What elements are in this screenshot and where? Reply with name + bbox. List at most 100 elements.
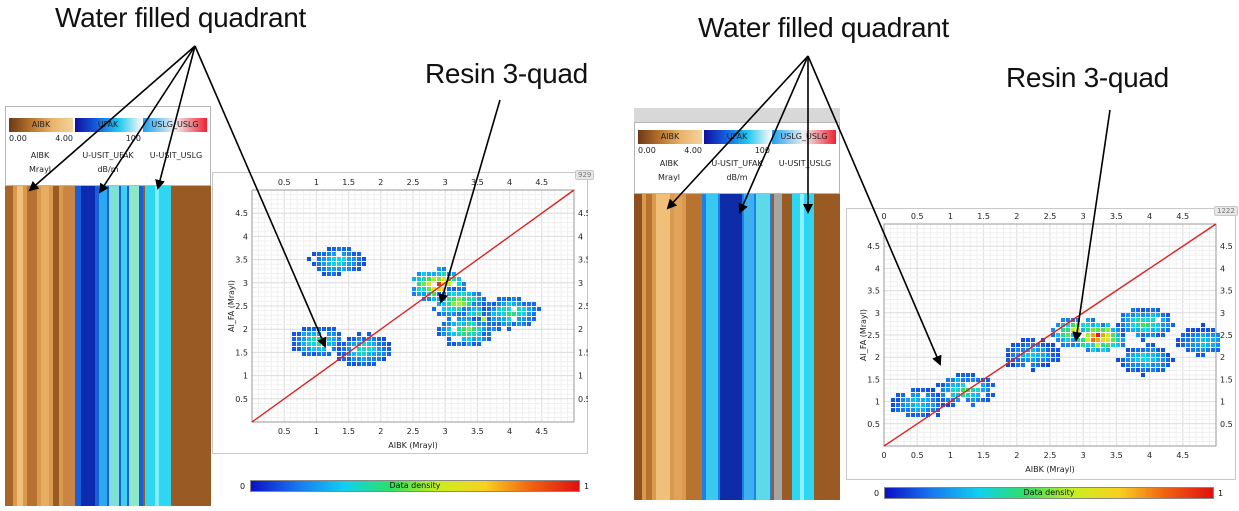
- left-y-tick-left: 2: [243, 325, 248, 334]
- right-y-tick-left: 3: [875, 309, 880, 318]
- right-density-cell: [1096, 338, 1100, 342]
- right-density-cell: [956, 373, 960, 377]
- right-density-cell: [1146, 313, 1150, 317]
- left-density-cell: [337, 347, 341, 351]
- right-density-cell: [1166, 313, 1170, 317]
- right-density-cell: [951, 403, 955, 407]
- left-density-cell: [327, 257, 331, 261]
- left-density-cell: [442, 287, 446, 291]
- left-density-cell: [462, 337, 466, 341]
- left-density-cell: [292, 332, 296, 336]
- right-density-cell: [901, 393, 905, 397]
- log-image-left: [5, 186, 211, 506]
- left-density-cell: [322, 342, 326, 346]
- left-density-cell: [467, 337, 471, 341]
- left-cluster-2: [337, 332, 391, 366]
- right-density-cell: [916, 398, 920, 402]
- right-density-cell: [931, 408, 935, 412]
- crossplot-left: 0.5 0.5 1 1 1.5 1.5 2 2 2.5 2.5 3 3 3.5 3.5 4 4 4.5 4.5 0.…: [227, 178, 588, 450]
- left-density-cell: [447, 307, 451, 311]
- right-density-cell: [906, 398, 910, 402]
- left-density-cell: [332, 267, 336, 271]
- right-density-cell: [1126, 363, 1130, 367]
- colorbar-right: [884, 487, 1214, 499]
- left-density-cell: [422, 292, 426, 296]
- left-density-cell: [462, 342, 466, 346]
- right-density-cell: [1026, 358, 1030, 362]
- right-cluster-5: [1071, 323, 1125, 352]
- ufak-scale-title-right: UFAK: [726, 132, 748, 141]
- left-density-cell: [437, 287, 441, 291]
- right-x-tick-bottom: 3.5: [1110, 451, 1123, 460]
- right-x-tick-top: 1: [948, 212, 953, 221]
- right-density-cell: [891, 403, 895, 407]
- right-density-cell: [941, 403, 945, 407]
- left-density-cell: [507, 312, 511, 316]
- colorbar-left-max: 1: [584, 482, 590, 491]
- right-density-cell: [1086, 333, 1090, 337]
- right-density-cell: [1151, 318, 1155, 322]
- right-density-cell: [896, 408, 900, 412]
- left-density-cell: [437, 272, 441, 276]
- left-density-cell: [342, 262, 346, 266]
- right-density-cell: [1076, 323, 1080, 327]
- left-density-cell: [432, 272, 436, 276]
- right-density-cell: [1066, 328, 1070, 332]
- right-density-cell: [1196, 348, 1200, 352]
- left-density-cell: [447, 272, 451, 276]
- right-density-cell: [1206, 348, 1210, 352]
- right-density-cell: [1151, 308, 1155, 312]
- left-density-cell: [347, 342, 351, 346]
- right-density-cell: [1011, 363, 1015, 367]
- left-density-cell: [422, 282, 426, 286]
- left-density-cell: [352, 262, 356, 266]
- right-density-cell: [1006, 358, 1010, 362]
- right-density-cell: [1206, 343, 1210, 347]
- right-density-cell: [926, 408, 930, 412]
- right-density-cell: [1071, 338, 1075, 342]
- right-density-cell: [1146, 363, 1150, 367]
- right-density-cell: [1146, 333, 1150, 337]
- left-density-cell: [337, 337, 341, 341]
- left-density-cell: [317, 347, 321, 351]
- left-density-cell: [347, 357, 351, 361]
- right-cluster-2: [936, 373, 995, 407]
- left-density-cell: [522, 302, 526, 306]
- left-density-cell: [347, 267, 351, 271]
- left-density-cell: [472, 337, 476, 341]
- left-density-cell: [492, 322, 496, 326]
- right-density-cell: [966, 393, 970, 397]
- right-density-cell: [1086, 338, 1090, 342]
- left-density-cell: [482, 337, 486, 341]
- left-density-cell: [482, 312, 486, 316]
- left-density-cell: [362, 357, 366, 361]
- right-density-cell: [956, 383, 960, 387]
- left-density-cell: [492, 317, 496, 321]
- left-density-cell: [362, 337, 366, 341]
- left-density-cell: [462, 327, 466, 331]
- left-density-cell: [412, 277, 416, 281]
- left-density-cell: [342, 247, 346, 251]
- left-density-cell: [462, 287, 466, 291]
- left-density-cell: [447, 337, 451, 341]
- right-density-cell: [936, 413, 940, 417]
- left-density-cell: [482, 317, 486, 321]
- right-density-cell: [1211, 348, 1215, 352]
- log-panel-left: AIBK 0.00 4.00 UFAK 100 USLG_USLG AIBK U…: [5, 106, 211, 506]
- left-density-cell: [532, 307, 536, 311]
- left-density-cell: [462, 282, 466, 286]
- right-y-axis-label: AI_FA (Mrayl): [859, 309, 868, 361]
- track-uslg-right: [772, 194, 840, 500]
- right-density-cell: [1031, 338, 1035, 342]
- left-density-cell: [337, 257, 341, 261]
- left-density-cell: [452, 292, 456, 296]
- left-x-tick-top: 1: [314, 178, 319, 187]
- left-density-cell: [342, 352, 346, 356]
- left-density-cell: [447, 317, 451, 321]
- abk-scale-min-right: 0.00: [638, 146, 656, 155]
- right-density-cell: [1156, 313, 1160, 317]
- left-density-cell: [432, 287, 436, 291]
- right-density-cell: [1021, 353, 1025, 357]
- left-density-cell: [502, 312, 506, 316]
- left-density-cell: [472, 307, 476, 311]
